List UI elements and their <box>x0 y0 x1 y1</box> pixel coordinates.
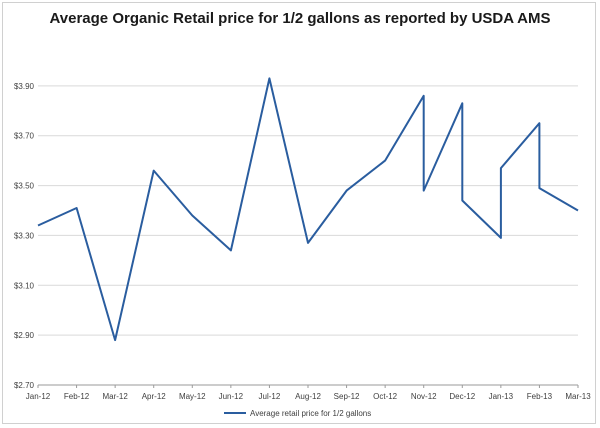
x-tick-label: Apr-12 <box>142 392 167 401</box>
x-tick-label: Mar-13 <box>565 392 591 401</box>
x-tick-label: May-12 <box>179 392 206 401</box>
series-line <box>37 77 579 342</box>
gridlines <box>38 85 578 336</box>
y-axis-ticks: $2.70 $2.90 $3.10 $3.30 $3.50 $3.70 $3.90 <box>14 82 35 390</box>
x-tick-label: Nov-12 <box>411 392 437 401</box>
legend: Average retail price for 1/2 gallons <box>224 409 371 418</box>
x-tick-label: Feb-12 <box>64 392 90 401</box>
y-tick-label: $3.90 <box>14 82 35 91</box>
x-tick-label: Aug-12 <box>295 392 321 401</box>
x-tick-label: Jan-13 <box>489 392 514 401</box>
x-tick-label: Feb-13 <box>527 392 553 401</box>
x-axis-ticks: Jan-12 Feb-12 Mar-12 Apr-12 May-12 Jun-12 Jul-… <box>26 385 591 401</box>
x-tick-label: Jul-12 <box>259 392 281 401</box>
chart-title: Average Organic Retail price for 1/2 gal… <box>49 10 551 27</box>
y-tick-label: $3.30 <box>14 231 35 240</box>
series-layer <box>37 77 579 342</box>
x-tick-label: Oct-12 <box>373 392 398 401</box>
x-tick-label: Mar-12 <box>102 392 128 401</box>
x-tick-label: Jan-12 <box>26 392 51 401</box>
y-tick-label: $3.70 <box>14 132 35 141</box>
y-tick-label: $3.10 <box>14 281 35 290</box>
x-tick-label: Sep-12 <box>334 392 360 401</box>
y-tick-label: $3.50 <box>14 182 35 191</box>
chart-frame <box>2 2 596 424</box>
legend-label: Average retail price for 1/2 gallons <box>250 409 371 418</box>
y-tick-label: $2.90 <box>14 331 35 340</box>
x-tick-label: Dec-12 <box>449 392 475 401</box>
y-tick-label: $2.70 <box>14 381 35 390</box>
x-tick-label: Jun-12 <box>219 392 244 401</box>
